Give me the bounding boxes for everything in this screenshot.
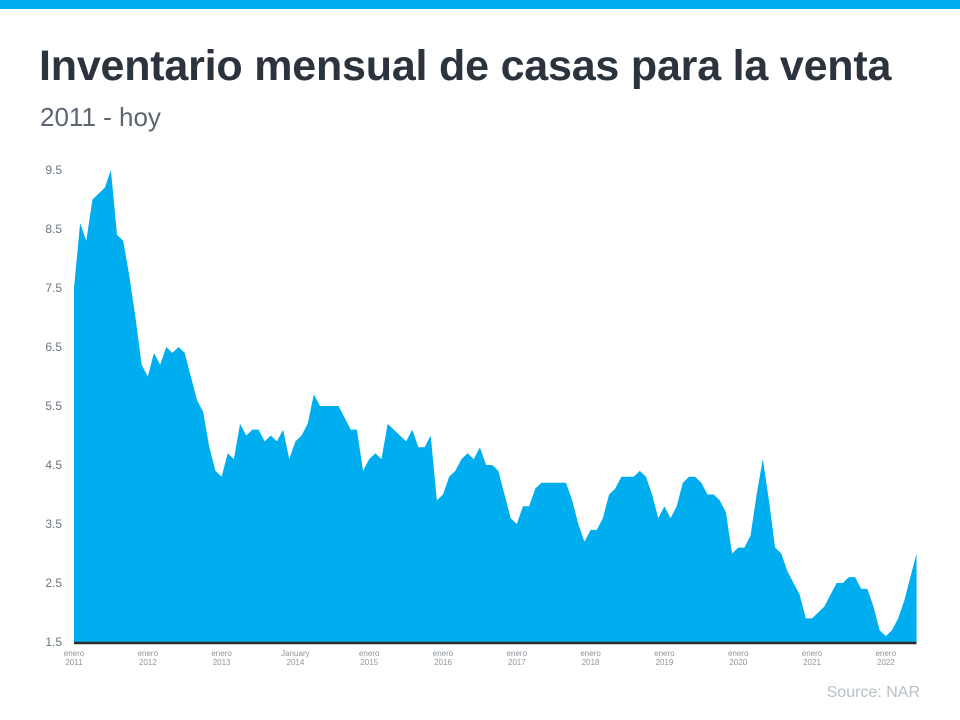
x-tick-label-year: 2011 <box>65 658 83 667</box>
x-tick-label-month: enero <box>359 649 380 658</box>
x-tick-label-year: 2012 <box>139 658 157 667</box>
x-tick-label-year: 2016 <box>434 658 452 667</box>
x-tick-label-month: enero <box>876 649 897 658</box>
inventory-area-series <box>74 170 917 642</box>
x-tick-label-year: 2019 <box>656 658 674 667</box>
x-tick-label-month: enero <box>802 649 823 658</box>
top-accent-bar <box>0 0 960 9</box>
x-tick-label-year: 2018 <box>582 658 600 667</box>
x-tick-label-month: enero <box>138 649 159 658</box>
y-tick-label: 8.5 <box>45 222 62 236</box>
x-tick-label-month: enero <box>211 649 232 658</box>
x-tick-label-year: 2013 <box>213 658 231 667</box>
x-tick-label-month: enero <box>507 649 528 658</box>
page-title: Inventario mensual de casas para la vent… <box>39 42 892 90</box>
x-tick-label-month: enero <box>728 649 749 658</box>
x-tick-label-month: enero <box>580 649 601 658</box>
x-tick-label-year: 2015 <box>360 658 378 667</box>
y-tick-label: 2.5 <box>45 576 62 590</box>
x-tick-label-year: 2017 <box>508 658 526 667</box>
x-tick-label-year: 2014 <box>287 658 305 667</box>
x-tick-label-year: 2022 <box>877 658 895 667</box>
source-note: Source: NAR <box>826 684 920 701</box>
y-tick-label: 7.5 <box>45 281 62 295</box>
x-tick-label-month: enero <box>433 649 454 658</box>
x-tick-label-month: enero <box>64 649 85 658</box>
page-subtitle: 2011 - hoy <box>40 102 161 132</box>
y-tick-label: 1.5 <box>45 635 62 649</box>
y-tick-label: 5.5 <box>45 399 62 413</box>
y-tick-label: 6.5 <box>45 340 62 354</box>
x-tick-label-year: 2021 <box>803 658 821 667</box>
y-tick-label: 9.5 <box>45 163 62 177</box>
x-tick-label-month: January <box>281 649 309 658</box>
y-tick-label: 3.5 <box>45 517 62 531</box>
x-tick-label-year: 2020 <box>729 658 747 667</box>
y-tick-label: 4.5 <box>45 458 62 472</box>
x-tick-label-month: enero <box>654 649 675 658</box>
